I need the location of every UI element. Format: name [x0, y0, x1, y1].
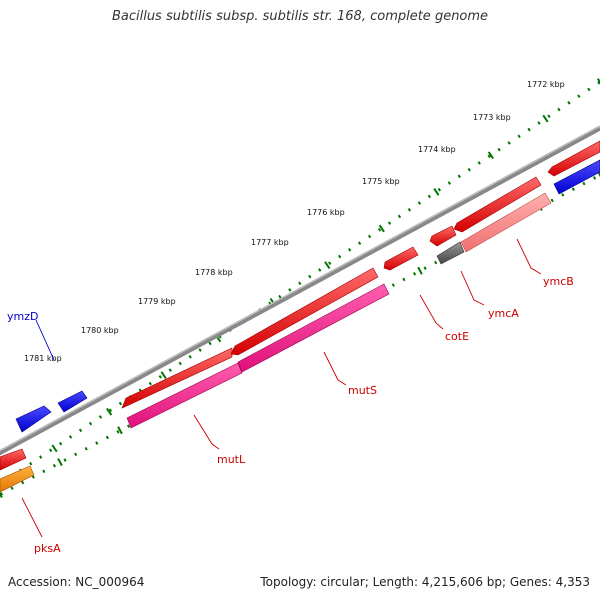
gene-ymzd-b[interactable]	[57, 390, 88, 413]
outer-ruler-tick	[51, 444, 58, 453]
gene-right-edge-outer[interactable]	[547, 140, 600, 177]
kbp-label-1780: 1780 kbp	[81, 326, 119, 335]
inner-ruler-tick	[117, 426, 123, 435]
gene-cote-outer[interactable]	[383, 246, 419, 271]
gene-mutl-outer[interactable]	[121, 347, 233, 409]
kbp-label-1772: 1772 kbp	[527, 80, 565, 89]
gene-label-pksa[interactable]: pksA	[34, 542, 61, 555]
map-title: Bacillus subtilis subsp. subtilis str. 1…	[111, 9, 489, 24]
outer-ruler-tick	[160, 371, 167, 379]
ymca-leader-line	[460, 270, 485, 306]
outer-ruler-tick	[378, 224, 385, 233]
gene-ymcb-inner[interactable]	[460, 192, 552, 253]
gene-label-cote[interactable]: cotE	[445, 330, 469, 343]
outer-strand-genes	[0, 140, 600, 471]
inner-ruler-tick	[417, 266, 423, 275]
kbp-label-1775: 1775 kbp	[362, 177, 400, 186]
mutl-leader-line	[193, 414, 220, 450]
kbp-label-1778: 1778 kbp	[195, 268, 233, 277]
ymcb-leader-line	[516, 238, 542, 275]
gene-blue-right-edge[interactable]	[553, 159, 600, 195]
cote-leader-line	[419, 294, 444, 330]
genome-summary-text: Topology: circular; Length: 4,215,606 bp…	[260, 575, 590, 589]
outer-ruler-tick	[106, 407, 113, 416]
outer-ruler-tick	[433, 188, 440, 196]
muts-leader-line	[323, 351, 347, 386]
gene-label-ymzd[interactable]: ymzD	[7, 310, 38, 323]
genome-backbone	[0, 125, 600, 456]
gene-left-edge-outer[interactable]	[0, 448, 27, 471]
gene-label-ymcb[interactable]: ymcB	[543, 275, 574, 288]
pksa-leader-line	[21, 497, 43, 538]
gene-mutl-inner[interactable]	[126, 362, 243, 429]
kbp-label-1773: 1773 kbp	[473, 113, 511, 122]
outer-ruler	[0, 80, 600, 487]
gene-muts-outer[interactable]	[230, 267, 379, 356]
kbp-label-1779: 1779 kbp	[138, 297, 176, 306]
gene-ymca-outer[interactable]	[429, 225, 457, 247]
gene-ymcb-outer[interactable]	[453, 176, 542, 233]
inner-ruler-tick	[57, 458, 63, 467]
kbp-label-1774: 1774 kbp	[418, 145, 456, 154]
inner-ruler-tick	[0, 491, 3, 499]
accession-text: Accession: NC_000964	[8, 575, 145, 589]
ymzd-leader-line	[35, 319, 55, 361]
gene-muts-inner[interactable]	[237, 283, 390, 373]
inner-strand-genes	[0, 159, 600, 493]
gene-label-muts[interactable]: mutS	[348, 384, 377, 397]
kbp-label-1777: 1777 kbp	[251, 238, 289, 247]
outer-ruler-tick	[324, 261, 331, 270]
gene-ymca-gray[interactable]	[436, 241, 465, 265]
genome-backbone-highlight	[0, 125, 600, 452]
kbp-label-1776: 1776 kbp	[307, 208, 345, 217]
gene-pksa[interactable]	[0, 465, 35, 493]
gene-label-mutl[interactable]: mutL	[217, 453, 246, 466]
outer-ruler-tick	[487, 151, 494, 160]
kbp-label-1781: 1781 kbp	[24, 354, 62, 363]
outer-ruler-tick	[596, 78, 600, 84]
gene-ymzd-a[interactable]	[15, 405, 52, 433]
gene-label-ymca[interactable]: ymcA	[488, 307, 519, 320]
outer-ruler-tick	[542, 114, 549, 123]
